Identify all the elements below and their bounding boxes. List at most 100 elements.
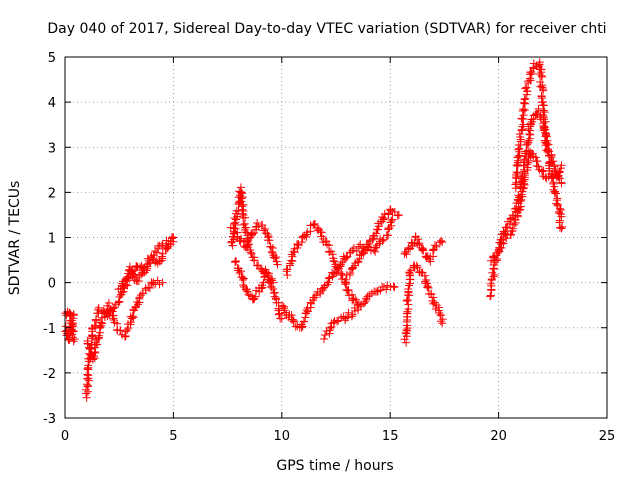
data-point (147, 279, 156, 288)
data-point (153, 276, 162, 285)
data-point (490, 253, 499, 262)
data-point (229, 223, 238, 232)
data-point (273, 260, 282, 269)
data-point (92, 338, 101, 347)
data-point (412, 261, 421, 270)
data-point (297, 238, 306, 247)
y-tick-label: 1 (48, 232, 56, 247)
data-point (343, 286, 352, 295)
data-point (227, 237, 236, 246)
tick-labels: 0 5 10 15 20 25 -3 -2 -1 0 1 2 3 4 5 (43, 51, 615, 444)
data-point (341, 280, 350, 289)
data-point (368, 235, 377, 244)
data-point (513, 160, 522, 169)
data-point (235, 236, 244, 245)
data-point (65, 308, 74, 317)
y-axis-label: SDTVAR / TECUs (7, 181, 23, 296)
data-point (164, 242, 173, 251)
data-point (246, 248, 255, 257)
data-point (333, 317, 342, 326)
data-point (330, 268, 339, 277)
data-point (413, 263, 422, 272)
data-point (525, 130, 534, 139)
data-point (423, 282, 432, 291)
data-point (236, 187, 245, 196)
data-point (125, 262, 134, 271)
data-point (523, 87, 532, 96)
data-point (394, 210, 403, 219)
data-point (490, 270, 499, 279)
data-point (499, 227, 508, 236)
data-point (432, 242, 441, 251)
data-point (279, 302, 288, 311)
y-tick-label: 0 (48, 277, 56, 292)
data-point (242, 242, 251, 251)
data-point (291, 322, 300, 331)
data-point (253, 218, 262, 227)
data-point (489, 272, 498, 281)
data-point (542, 139, 551, 148)
data-point (259, 278, 268, 287)
data-point (254, 261, 263, 270)
x-axis-label: GPS time / hours (276, 458, 393, 474)
data-point (511, 180, 520, 189)
data-point (134, 277, 143, 286)
plot-frame (64, 56, 608, 419)
data-point (271, 254, 280, 263)
data-point (541, 117, 550, 126)
data-point (552, 199, 561, 208)
data-point (547, 174, 556, 183)
data-point (555, 209, 564, 218)
axes (64, 56, 608, 419)
data-point (129, 313, 138, 322)
data-point (81, 385, 90, 394)
data-point (324, 274, 333, 283)
data-point (436, 236, 445, 245)
x-tick-label: 5 (169, 429, 177, 444)
data-point (531, 153, 540, 162)
data-point (84, 381, 93, 390)
data-point (519, 177, 528, 186)
data-point (376, 286, 385, 295)
data-point (557, 212, 566, 221)
data-point (158, 278, 167, 287)
data-point (545, 151, 554, 160)
data-point (93, 340, 102, 349)
data-point (100, 313, 109, 322)
data-point (555, 216, 564, 225)
data-point (267, 276, 276, 285)
data-point (556, 223, 565, 232)
y-tick-label: 3 (48, 141, 56, 156)
data-point (122, 274, 131, 283)
data-point (320, 335, 329, 344)
data-point (438, 238, 447, 247)
data-point (419, 246, 428, 255)
data-point (94, 303, 103, 312)
data-point (134, 300, 143, 309)
data-point (487, 256, 496, 265)
data-point (312, 291, 321, 300)
data-point (121, 275, 130, 284)
data-point (337, 269, 346, 278)
data-point (493, 248, 502, 257)
data-point (265, 236, 274, 245)
data-point (142, 266, 151, 275)
data-point (405, 268, 414, 277)
data-point (557, 161, 566, 170)
data-point (545, 164, 554, 173)
data-point (126, 320, 135, 329)
data-point (83, 382, 92, 391)
data-point (93, 305, 102, 314)
data-point (135, 293, 144, 302)
data-point (83, 364, 92, 373)
data-point (339, 312, 348, 321)
data-point (555, 167, 564, 176)
data-point (303, 228, 312, 237)
data-point (169, 233, 178, 242)
data-point (345, 270, 354, 279)
y-tick-label: -3 (43, 412, 56, 427)
data-point (349, 263, 358, 272)
data-point (518, 122, 527, 131)
data-point (235, 268, 244, 277)
data-point (430, 241, 439, 250)
